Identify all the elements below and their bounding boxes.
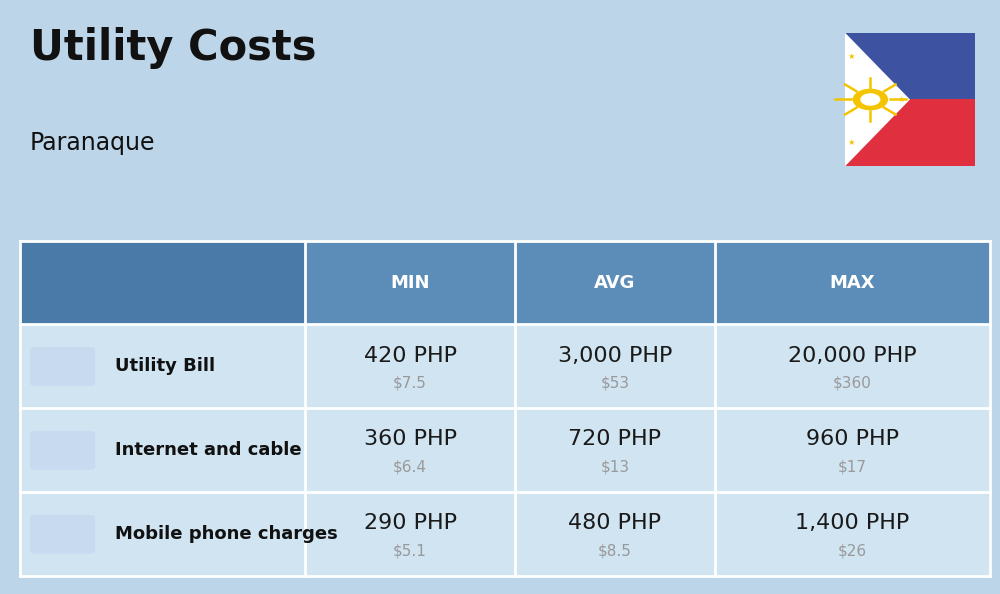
- FancyBboxPatch shape: [845, 100, 975, 166]
- Text: ★: ★: [897, 95, 905, 104]
- Text: $26: $26: [838, 544, 867, 558]
- Text: 1,400 PHP: 1,400 PHP: [795, 513, 910, 533]
- Text: $8.5: $8.5: [598, 544, 632, 558]
- FancyBboxPatch shape: [30, 515, 95, 554]
- Text: 290 PHP: 290 PHP: [364, 513, 456, 533]
- Text: MAX: MAX: [830, 273, 875, 292]
- Text: $53: $53: [600, 375, 630, 391]
- Text: Internet and cable: Internet and cable: [115, 441, 302, 459]
- Text: Mobile phone charges: Mobile phone charges: [115, 525, 338, 544]
- Text: Utility Bill: Utility Bill: [115, 358, 215, 375]
- Text: $6.4: $6.4: [393, 460, 427, 475]
- Text: 960 PHP: 960 PHP: [806, 429, 899, 450]
- Text: Paranaque: Paranaque: [30, 131, 156, 154]
- Text: $7.5: $7.5: [393, 375, 427, 391]
- FancyBboxPatch shape: [20, 241, 990, 324]
- Text: $5.1: $5.1: [393, 544, 427, 558]
- FancyBboxPatch shape: [20, 324, 990, 409]
- Text: 20,000 PHP: 20,000 PHP: [788, 346, 917, 365]
- Circle shape: [853, 90, 887, 110]
- Text: MIN: MIN: [390, 273, 430, 292]
- FancyBboxPatch shape: [30, 431, 95, 470]
- Text: 360 PHP: 360 PHP: [364, 429, 456, 450]
- Text: 720 PHP: 720 PHP: [568, 429, 662, 450]
- FancyBboxPatch shape: [30, 347, 95, 386]
- FancyBboxPatch shape: [845, 33, 975, 100]
- Text: 480 PHP: 480 PHP: [568, 513, 662, 533]
- Text: Utility Costs: Utility Costs: [30, 27, 316, 69]
- Text: $13: $13: [600, 460, 630, 475]
- Text: 420 PHP: 420 PHP: [364, 346, 456, 365]
- FancyBboxPatch shape: [20, 409, 990, 492]
- FancyBboxPatch shape: [20, 241, 305, 324]
- FancyBboxPatch shape: [20, 492, 990, 576]
- Circle shape: [861, 94, 880, 105]
- Text: AVG: AVG: [594, 273, 636, 292]
- Text: 3,000 PHP: 3,000 PHP: [558, 346, 672, 365]
- Text: $360: $360: [833, 375, 872, 391]
- FancyBboxPatch shape: [845, 33, 975, 166]
- Text: ★: ★: [847, 52, 855, 61]
- Polygon shape: [845, 33, 910, 166]
- Text: ★: ★: [847, 138, 855, 147]
- Text: $17: $17: [838, 460, 867, 475]
